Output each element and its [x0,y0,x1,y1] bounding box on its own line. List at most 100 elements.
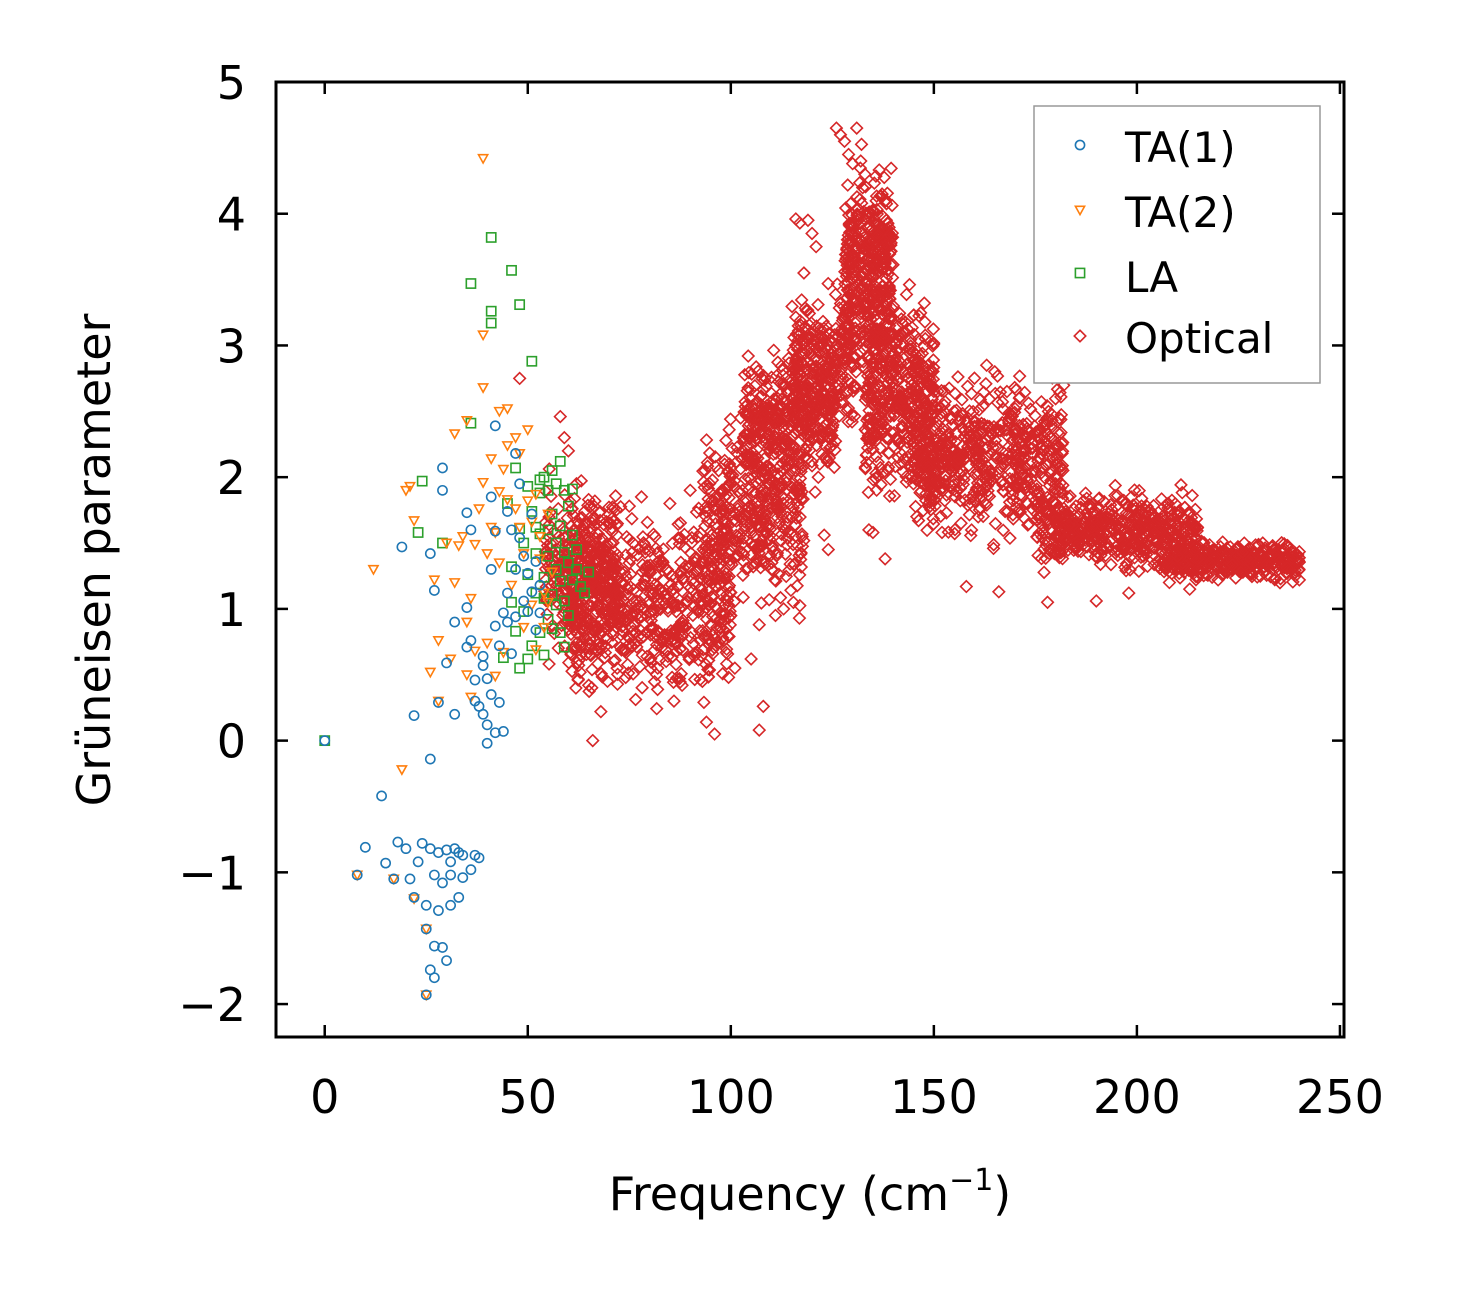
data-point-optical [1190,520,1205,535]
data-point-optical [689,505,704,520]
data-point-optical [640,515,655,530]
data-point-optical [930,402,945,416]
data-point-optical [735,483,750,498]
data-point-optical [723,553,738,567]
data-point-optical [854,137,869,152]
data-point-optical [1055,478,1070,493]
data-point-optical [960,432,975,447]
data-point-optical [888,365,902,380]
data-point-optical [587,499,602,514]
data-point-optical [1186,542,1201,557]
data-point-optical [703,617,718,632]
data-point-optical [841,147,856,162]
data-point-optical [1264,546,1278,561]
data-point-ta1 [530,624,542,636]
data-point-optical [1182,582,1197,597]
data-point-optical [710,540,725,555]
data-point-optical [1225,558,1240,573]
data-point-la [554,627,566,639]
data-point-optical [779,438,794,452]
data-point-optical [596,564,611,579]
data-point-optical [791,482,806,497]
data-point-optical [1173,550,1188,565]
data-point-optical [1037,470,1052,485]
data-point-optical [705,646,720,661]
data-point-optical [709,600,724,615]
data-point-ta1 [441,955,452,966]
data-point-optical [873,460,888,475]
data-point-optical [786,595,801,610]
data-point-optical [871,455,886,470]
data-point-optical [877,239,892,254]
data-point-optical [593,513,607,528]
data-point-optical [680,595,694,609]
data-point-optical [613,627,628,642]
y-tick-label: 5 [217,56,246,110]
data-point-ta1 [457,872,469,884]
data-point-la [416,475,428,487]
data-point-optical [1091,502,1106,517]
data-point-optical [752,723,767,737]
data-point-optical [873,408,888,423]
data-point-optical [868,268,883,283]
data-point-optical [713,625,727,640]
data-point-optical [754,473,768,488]
data-point-optical [687,672,702,687]
data-point-ta1 [481,719,493,731]
data-point-la [546,465,558,476]
y-tick-label: 4 [217,188,246,242]
data-point-optical [663,496,677,511]
data-point-la [518,606,530,617]
data-point-optical [990,369,1005,383]
data-point-optical [894,398,908,412]
data-point-optical [697,544,712,559]
data-point-optical [816,420,830,435]
data-point-optical [1010,495,1025,510]
data-point-optical [778,523,792,537]
data-point-ta1 [449,616,461,628]
data-point-optical [937,431,951,446]
data-point-optical [1099,536,1114,551]
data-point-optical [613,615,628,630]
data-point-optical [733,461,748,476]
data-point-optical [1209,550,1224,565]
data-point-optical [841,351,856,366]
data-point-optical [773,590,788,605]
data-point-optical [939,446,954,460]
data-point-optical [567,491,582,506]
data-point-optical [841,341,856,356]
data-point-optical [785,361,800,376]
data-point-optical [611,559,625,574]
data-point-optical [714,483,729,498]
data-point-ta2 [525,600,538,612]
data-point-optical [635,565,650,579]
data-point-optical [639,609,654,624]
data-point-optical [808,485,823,499]
data-point-la [562,500,574,512]
data-point-optical [1035,522,1050,537]
data-point-optical [583,648,598,663]
data-point-optical [821,424,836,439]
data-point-optical [727,661,742,676]
data-point-optical [598,639,613,654]
data-point-optical [867,343,882,357]
data-point-optical [900,404,915,419]
data-point-optical [911,350,926,365]
data-point-ta1 [534,579,546,591]
data-point-optical [618,670,633,685]
data-point-optical [967,371,982,386]
data-point-optical [719,587,734,602]
data-point-ta1 [424,548,436,559]
data-point-optical [932,412,947,427]
data-point-optical [620,629,635,644]
data-point-optical [748,434,763,449]
data-point-optical [1097,494,1112,509]
data-point-optical [916,477,931,491]
data-point-optical [911,513,926,528]
data-point-optical [995,394,1010,409]
data-point-optical [1134,491,1149,506]
data-point-optical [1002,405,1017,420]
data-point-optical [862,235,877,249]
data-point-optical [797,429,812,444]
